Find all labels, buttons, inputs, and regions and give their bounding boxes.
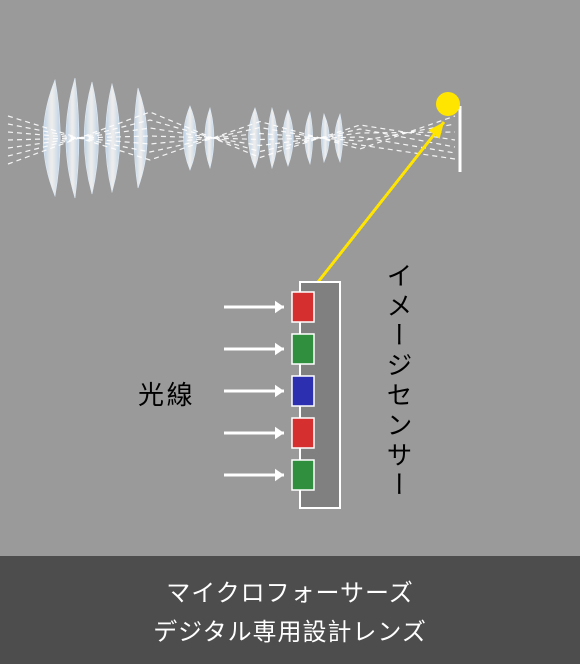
label-image-sensor: イメージセンサー bbox=[380, 262, 417, 501]
caption-line-1: マイクロフォーサーズ bbox=[166, 573, 413, 608]
focus-highlight-dot bbox=[436, 92, 460, 116]
caption-line-2: デジタル専用設計レンズ bbox=[153, 612, 427, 647]
sensor-pixel bbox=[292, 376, 314, 406]
sensor-pixel bbox=[292, 460, 314, 490]
caption-band: マイクロフォーサーズ デジタル専用設計レンズ bbox=[0, 556, 580, 664]
sensor-pixel bbox=[292, 334, 314, 364]
sensor-pixel bbox=[292, 418, 314, 448]
label-light-rays: 光線 bbox=[138, 375, 195, 412]
sensor-pixel bbox=[292, 292, 314, 322]
